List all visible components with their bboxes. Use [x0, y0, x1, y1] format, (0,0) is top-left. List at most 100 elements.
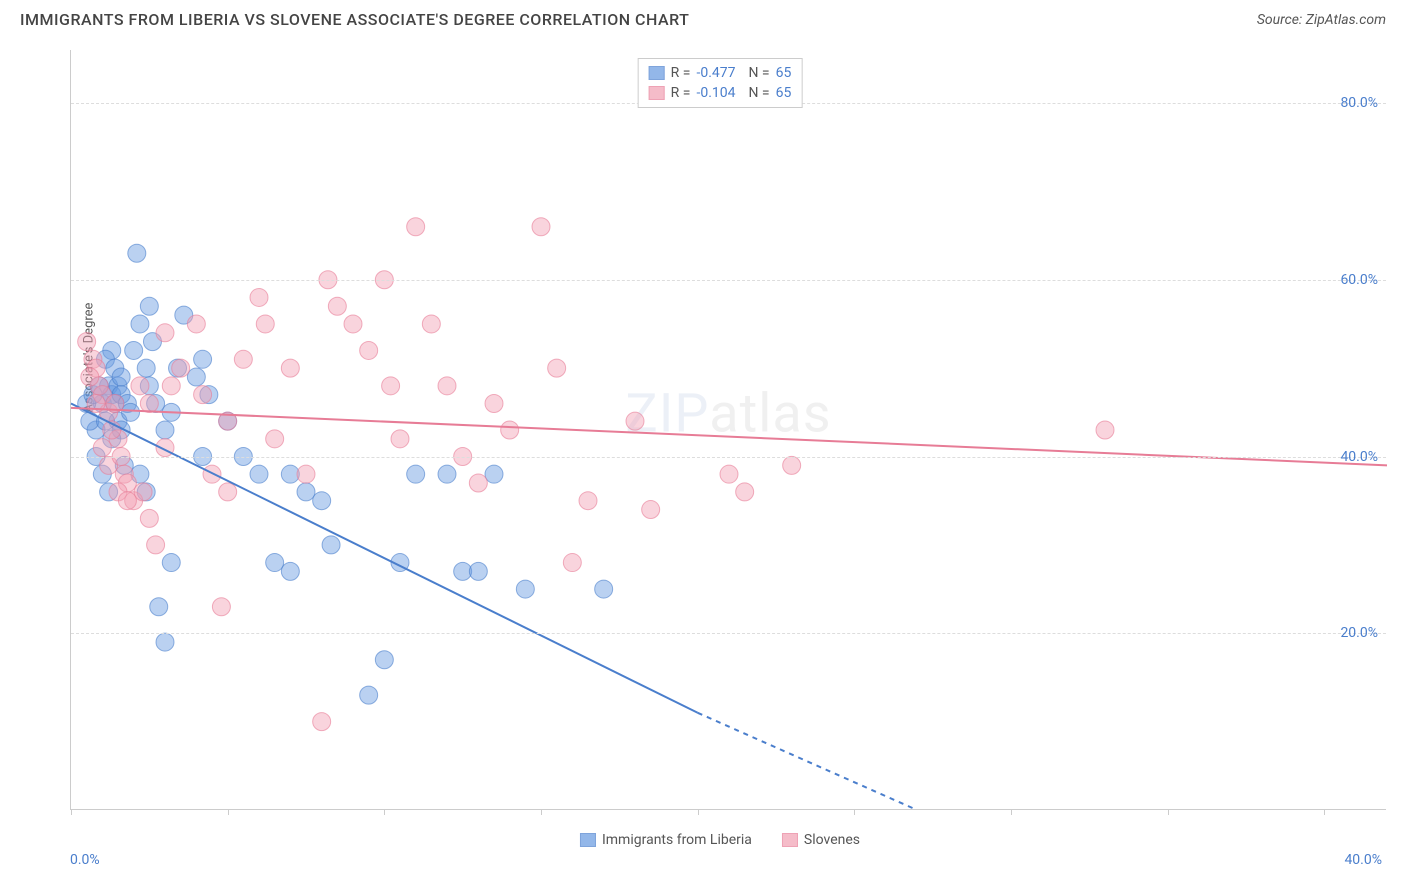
- scatter-point: [150, 598, 168, 616]
- scatter-point: [382, 377, 400, 395]
- scatter-point: [187, 315, 205, 333]
- legend-series-label: Slovenes: [804, 832, 860, 848]
- scatter-point: [322, 536, 340, 554]
- scatter-point: [134, 483, 152, 501]
- legend-series: Immigrants from Liberia Slovenes: [580, 832, 860, 848]
- scatter-point: [720, 465, 738, 483]
- legend-series-item: Immigrants from Liberia: [580, 832, 752, 848]
- scatter-point: [516, 580, 534, 598]
- scatter-point: [156, 633, 174, 651]
- legend-swatch: [580, 833, 596, 847]
- x-tick: [1011, 809, 1012, 815]
- scatter-point: [391, 430, 409, 448]
- scatter-point: [532, 218, 550, 236]
- scatter-point: [563, 554, 581, 572]
- scatter-point: [172, 359, 190, 377]
- legend-swatch: [649, 86, 665, 100]
- scatter-point: [140, 394, 158, 412]
- legend-series-label: Immigrants from Liberia: [602, 832, 752, 848]
- scatter-point: [212, 598, 230, 616]
- scatter-point: [137, 359, 155, 377]
- scatter-point: [469, 474, 487, 492]
- legend-r-label: R =: [671, 65, 691, 81]
- scatter-point: [266, 554, 284, 572]
- scatter-point: [281, 359, 299, 377]
- scatter-point: [407, 218, 425, 236]
- scatter-point: [156, 324, 174, 342]
- scatter-point: [131, 315, 149, 333]
- legend-series-item: Slovenes: [782, 832, 860, 848]
- plot-svg: [71, 50, 1386, 809]
- x-tick: [1324, 809, 1325, 815]
- x-axis-end-label: 40.0%: [1344, 852, 1382, 868]
- scatter-point: [375, 651, 393, 669]
- scatter-point: [93, 439, 111, 457]
- legend-n-label: N =: [742, 65, 770, 81]
- x-tick: [384, 809, 385, 815]
- scatter-point: [112, 368, 130, 386]
- scatter-point: [162, 554, 180, 572]
- trend-line-dashed: [698, 713, 917, 810]
- scatter-point: [194, 350, 212, 368]
- legend-correlation-row: R = -0.477 N = 65: [649, 63, 792, 83]
- chart-title: IMMIGRANTS FROM LIBERIA VS SLOVENE ASSOC…: [20, 10, 689, 29]
- scatter-point: [187, 368, 205, 386]
- grid-line: [71, 633, 1386, 634]
- grid-line: [71, 280, 1386, 281]
- x-tick: [854, 809, 855, 815]
- legend-n-value: 65: [776, 65, 792, 81]
- scatter-point: [360, 686, 378, 704]
- scatter-point: [313, 713, 331, 731]
- x-tick: [228, 809, 229, 815]
- scatter-point: [140, 509, 158, 527]
- scatter-point: [548, 359, 566, 377]
- scatter-point: [81, 368, 99, 386]
- scatter-point: [328, 297, 346, 315]
- scatter-point: [642, 501, 660, 519]
- legend-swatch: [649, 66, 665, 80]
- scatter-point: [266, 430, 284, 448]
- scatter-point: [219, 483, 237, 501]
- scatter-point: [147, 536, 165, 554]
- scatter-point: [78, 333, 96, 351]
- scatter-point: [250, 288, 268, 306]
- x-tick: [71, 809, 72, 815]
- legend-swatch: [782, 833, 798, 847]
- scatter-point: [579, 492, 597, 510]
- scatter-point: [313, 492, 331, 510]
- scatter-point: [131, 377, 149, 395]
- scatter-point: [118, 492, 136, 510]
- scatter-point: [501, 421, 519, 439]
- x-tick: [541, 809, 542, 815]
- scatter-point: [125, 341, 143, 359]
- scatter-point: [140, 297, 158, 315]
- scatter-point: [736, 483, 754, 501]
- y-tick-label: 60.0%: [1340, 272, 1378, 288]
- scatter-point: [469, 562, 487, 580]
- source-label: Source: ZipAtlas.com: [1257, 12, 1386, 28]
- scatter-point: [438, 465, 456, 483]
- scatter-point: [485, 465, 503, 483]
- scatter-point: [162, 377, 180, 395]
- y-tick-label: 80.0%: [1340, 95, 1378, 111]
- y-tick-label: 20.0%: [1340, 625, 1378, 641]
- legend-r-label: R =: [671, 85, 691, 101]
- scatter-point: [256, 315, 274, 333]
- legend-correlation-box: R = -0.477 N = 65R = -0.104 N = 65: [638, 58, 803, 108]
- legend-r-value: -0.477: [696, 65, 735, 81]
- x-tick: [1168, 809, 1169, 815]
- x-axis-start-label: 0.0%: [70, 852, 100, 868]
- legend-correlation-row: R = -0.104 N = 65: [649, 83, 792, 103]
- legend-r-value: -0.104: [696, 85, 735, 101]
- scatter-point: [250, 465, 268, 483]
- scatter-point: [344, 315, 362, 333]
- y-tick-label: 40.0%: [1340, 449, 1378, 465]
- scatter-point: [783, 456, 801, 474]
- scatter-point: [194, 386, 212, 404]
- scatter-point: [360, 341, 378, 359]
- scatter-point: [1096, 421, 1114, 439]
- scatter-point: [297, 483, 315, 501]
- scatter-point: [626, 412, 644, 430]
- scatter-point: [485, 394, 503, 412]
- scatter-point: [407, 465, 425, 483]
